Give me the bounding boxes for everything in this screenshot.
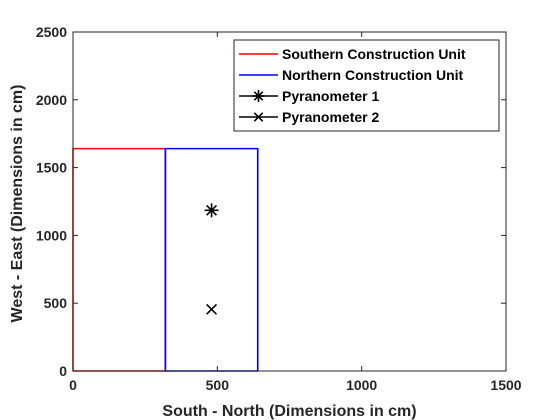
x-tick-label: 0: [69, 377, 77, 393]
legend-label: Pyranometer 2: [282, 109, 379, 125]
y-tick-label: 0: [59, 363, 67, 379]
legend-entry-northern-construction-unit: Northern Construction Unit: [239, 67, 464, 83]
y-tick-label: 2500: [36, 24, 67, 40]
axes-box: [72, 31, 507, 372]
point-pyranometer-1: [204, 203, 219, 218]
x-tick-label: 1000: [346, 377, 377, 393]
legend-marker: [252, 90, 265, 102]
x-tick-label: 500: [206, 377, 230, 393]
x-tick-label: 1500: [490, 377, 521, 393]
x-axis-label: South - North (Dimensions in cm): [162, 403, 416, 420]
y-tick-label: 500: [44, 295, 68, 311]
tick-labels: 0 500 1000 1500 0 500 1000 1500 2000 2500: [36, 24, 522, 393]
y-tick-label: 1500: [36, 160, 67, 176]
legend-entry-pyranometer-1: Pyranometer 1: [239, 88, 379, 104]
legend-label: Southern Construction Unit: [282, 46, 466, 62]
legend-label: Pyranometer 1: [282, 88, 379, 104]
legend-entry-pyranometer-2: Pyranometer 2: [239, 109, 379, 125]
axes: [72, 31, 507, 372]
y-axis-label: West - East (Dimensions in cm): [9, 85, 26, 323]
legend-marker: [253, 112, 264, 122]
legend-label: Northern Construction Unit: [282, 67, 464, 83]
legend-entry-southern-construction-unit: Southern Construction Unit: [239, 46, 466, 62]
y-tick-label: 2000: [36, 92, 67, 108]
legend: Southern Construction Unit Northern Const…: [233, 39, 500, 132]
point-pyranometer-2: [206, 303, 218, 315]
legend-box: [233, 39, 500, 132]
y-tick-label: 1000: [36, 227, 67, 243]
